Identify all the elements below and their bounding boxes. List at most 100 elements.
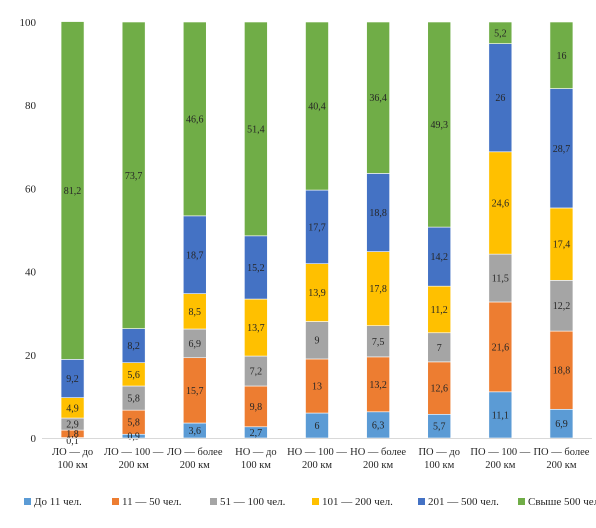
data-label: 18,7 bbox=[186, 250, 204, 261]
bar-segment bbox=[366, 21, 390, 174]
bar-segment bbox=[244, 21, 268, 237]
data-label: 13,9 bbox=[308, 288, 326, 299]
data-label: 13,7 bbox=[247, 323, 265, 334]
bar-segment bbox=[427, 21, 452, 228]
data-label: 49,3 bbox=[430, 120, 448, 131]
data-label: 2,7 bbox=[250, 428, 263, 439]
data-label: 36,4 bbox=[369, 93, 387, 104]
data-label: 81,2 bbox=[64, 186, 82, 197]
y-tick-label: 100 bbox=[20, 17, 37, 29]
category-label: ЛО — более bbox=[167, 447, 223, 458]
category-label: 100 км bbox=[424, 460, 454, 471]
bar-segment bbox=[549, 21, 574, 89]
data-label: 7,5 bbox=[372, 337, 385, 348]
data-label: 0,9 bbox=[127, 432, 140, 443]
data-label: 51,4 bbox=[247, 124, 265, 135]
category-label: 200 км bbox=[363, 460, 393, 471]
y-tick-label: 20 bbox=[25, 350, 37, 362]
data-label: 5,6 bbox=[127, 370, 140, 381]
y-tick-label: 80 bbox=[25, 100, 37, 112]
y-axis: 0 20 40 60 80 100 bbox=[20, 17, 37, 445]
data-label: 9,2 bbox=[66, 374, 79, 385]
data-label: 12,2 bbox=[553, 301, 571, 312]
data-label: 3,6 bbox=[189, 426, 202, 437]
data-label: 9 bbox=[315, 336, 320, 347]
data-label: 6,3 bbox=[372, 420, 385, 431]
category-label: ПО — 100 — bbox=[470, 447, 530, 458]
bar-segment bbox=[182, 21, 207, 217]
legend-label: 201 — 500 чел. bbox=[428, 496, 499, 508]
category-label: 200 км bbox=[180, 460, 210, 471]
data-label: 13,2 bbox=[369, 380, 387, 391]
data-label: 1,8 bbox=[66, 429, 79, 440]
data-label: 5,7 bbox=[433, 422, 446, 433]
legend-label: До 11 чел. bbox=[34, 496, 82, 508]
bar-segment bbox=[60, 21, 85, 360]
data-label: 28,7 bbox=[553, 144, 571, 155]
y-tick-label: 0 bbox=[31, 433, 37, 445]
data-label: 5,2 bbox=[494, 28, 507, 39]
data-label: 26 bbox=[495, 93, 505, 104]
bar-segment bbox=[488, 21, 513, 44]
legend-swatch bbox=[210, 498, 217, 505]
data-label: 18,8 bbox=[369, 208, 387, 219]
category-label: 200 км bbox=[546, 460, 576, 471]
data-label: 6,9 bbox=[555, 419, 568, 430]
data-label: 18,8 bbox=[553, 366, 571, 377]
bar-segment bbox=[121, 21, 146, 329]
data-label: 4,9 bbox=[66, 403, 79, 414]
legend-swatch bbox=[24, 498, 31, 505]
data-label: 24,6 bbox=[492, 198, 510, 209]
data-label: 17,8 bbox=[369, 284, 387, 295]
data-label: 15,7 bbox=[186, 386, 204, 397]
data-label: 73,7 bbox=[125, 171, 143, 182]
data-label: 11,5 bbox=[492, 274, 509, 285]
data-label: 0,1 bbox=[66, 436, 79, 447]
data-label: 2,9 bbox=[66, 420, 79, 431]
category-label: 200 км bbox=[119, 460, 149, 471]
legend-swatch bbox=[312, 498, 319, 505]
category-label: ЛО — 100 — bbox=[104, 447, 164, 458]
bars-area: 0,11,82,9 4,9 9,2 81,2 0,9 5,8 5,8 5,6 8,2 73,7 3,… bbox=[60, 21, 574, 447]
data-label: 11,2 bbox=[431, 305, 448, 316]
y-tick-label: 60 bbox=[25, 183, 37, 195]
category-label: ПО — более bbox=[533, 447, 589, 458]
data-label: 17,4 bbox=[553, 240, 571, 251]
category-label: 100 км bbox=[57, 460, 87, 471]
data-label: 46,6 bbox=[186, 114, 204, 125]
x-axis: ЛО — до 100 км ЛО — 100 — 200 км ЛО — более 2… bbox=[42, 438, 592, 471]
category-label: НО — до bbox=[235, 447, 277, 458]
category-label: 200 км bbox=[302, 460, 332, 471]
category-label: 100 км bbox=[241, 460, 271, 471]
legend-label: 11 — 50 чел. bbox=[122, 496, 182, 508]
data-label: 5,8 bbox=[127, 418, 140, 429]
data-label: 8,2 bbox=[127, 341, 140, 352]
data-label: 7 bbox=[437, 343, 442, 354]
category-label: 200 км bbox=[485, 460, 515, 471]
data-label: 17,7 bbox=[308, 222, 326, 233]
data-label: 11,1 bbox=[492, 410, 509, 421]
data-label: 5,8 bbox=[127, 394, 140, 405]
category-label: ЛО — до bbox=[52, 447, 93, 458]
data-label: 15,2 bbox=[247, 263, 265, 274]
legend: До 11 чел. 11 — 50 чел. 51 — 100 чел. 101 —… bbox=[24, 496, 596, 508]
legend-swatch bbox=[518, 498, 525, 505]
legend-swatch bbox=[418, 498, 425, 505]
category-label: НО — более bbox=[350, 447, 406, 458]
legend-swatch bbox=[112, 498, 119, 505]
legend-label: 51 — 100 чел. bbox=[220, 496, 286, 508]
data-label: 40,4 bbox=[308, 102, 326, 113]
data-label: 9,8 bbox=[250, 402, 263, 413]
category-label: НО — 100 — bbox=[287, 447, 347, 458]
data-label: 14,2 bbox=[430, 252, 448, 263]
data-label: 8,5 bbox=[189, 307, 202, 318]
bar-segment bbox=[305, 21, 329, 191]
data-label: 7,2 bbox=[250, 367, 263, 378]
legend-label: Свыше 500 чел. bbox=[528, 496, 596, 508]
data-label: 6 bbox=[315, 421, 320, 432]
data-label: 16 bbox=[556, 51, 566, 62]
legend-label: 101 — 200 чел. bbox=[322, 496, 393, 508]
category-label: ПО — до bbox=[418, 447, 460, 458]
data-label: 21,6 bbox=[492, 342, 510, 353]
